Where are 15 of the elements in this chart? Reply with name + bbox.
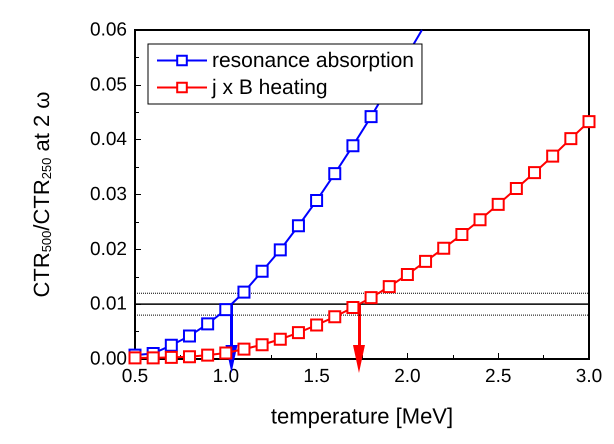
y-tick-label: 0.04 [90,129,128,150]
x-tick-label: 2.5 [484,366,512,387]
legend-label: j x B heating [211,76,328,99]
legend-label: resonance absorption [212,49,414,72]
y-tick-label: 0.02 [90,238,127,260]
x-tick-label: 3.0 [576,366,602,387]
y-tick-label: 0.06 [90,20,127,40]
y-tick-label: 0.05 [90,74,127,96]
y-tick-label: 0.01 [90,294,127,315]
y-axis-title: CTR500/CTR250 at 2 ω [29,91,54,298]
x-tick-label: 2.0 [394,366,421,387]
x-axis-title: temperature [MeV] [270,404,454,428]
y-tick-label: 0.03 [90,184,127,205]
x-tick-label: 1.5 [303,366,330,387]
x-tick-label: 1.0 [212,366,240,387]
